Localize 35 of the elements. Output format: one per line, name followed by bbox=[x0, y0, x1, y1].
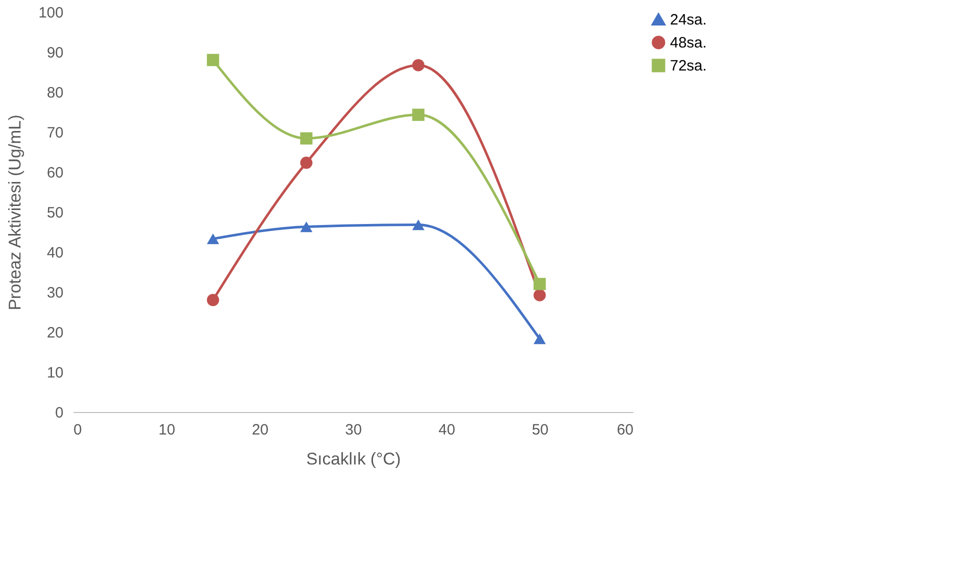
point bbox=[534, 289, 546, 302]
point bbox=[206, 294, 220, 306]
x-tick-label: 60 bbox=[616, 422, 634, 438]
y-tick-label: 70 bbox=[46, 124, 64, 142]
x-tick-label: 40 bbox=[438, 422, 456, 438]
point bbox=[300, 221, 312, 232]
legend-label: 24sa. bbox=[670, 12, 707, 28]
x-tick-label: 10 bbox=[158, 422, 176, 438]
point bbox=[534, 278, 546, 290]
point bbox=[206, 54, 220, 66]
y-axis-title: Proteaz Aktivitesi (Ug/mL) bbox=[5, 114, 24, 310]
y-tick-label: 0 bbox=[55, 404, 64, 422]
y-tick-label: 80 bbox=[46, 84, 64, 102]
legend-label: 72sa. bbox=[670, 58, 707, 74]
point bbox=[300, 156, 312, 169]
y-tick-label: 40 bbox=[46, 244, 64, 262]
y-tick-label: 20 bbox=[46, 324, 64, 342]
point bbox=[412, 219, 424, 230]
y-tick-label: 30 bbox=[46, 284, 64, 302]
legend-label: 48sa. bbox=[670, 34, 707, 52]
point bbox=[206, 233, 220, 244]
y-tick-label: 60 bbox=[46, 164, 64, 182]
point bbox=[412, 108, 424, 121]
y-tick-label: 100 bbox=[38, 4, 64, 22]
x-tick-label: 30 bbox=[345, 422, 362, 438]
x-tick-label: 20 bbox=[252, 422, 269, 438]
x-axis-title: Sıcaklık (°C) bbox=[306, 450, 401, 468]
point bbox=[412, 59, 424, 72]
y-tick-label: 50 bbox=[46, 204, 64, 222]
y-tick-label: 10 bbox=[46, 364, 64, 382]
x-tick-label: 50 bbox=[532, 422, 549, 438]
x-tick-label: 0 bbox=[74, 422, 82, 438]
y-tick-label: 90 bbox=[46, 44, 64, 62]
point bbox=[300, 132, 312, 145]
point bbox=[534, 333, 546, 344]
